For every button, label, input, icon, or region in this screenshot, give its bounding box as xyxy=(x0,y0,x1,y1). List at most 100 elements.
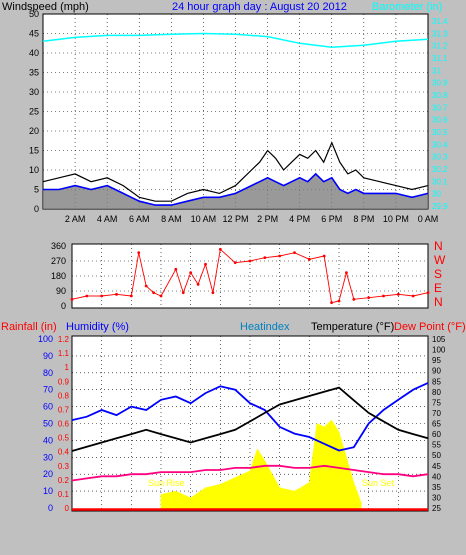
direction-segment xyxy=(398,293,414,297)
direction-yleft-ticks: 0 90 180 270 360 xyxy=(51,241,66,311)
wind-yright-ticks: 29.9 30 30.1 30.2 30.3 30.4 30.5 30.6 30.7 30.8 30… xyxy=(432,17,448,211)
direction-grid xyxy=(72,244,428,308)
temperature-line xyxy=(71,386,429,452)
direction-segment xyxy=(323,255,333,303)
direction-segment xyxy=(145,285,154,294)
direction-ytick-label: 270 xyxy=(51,256,66,266)
rainfall-tick-label: 0.7 xyxy=(58,405,70,414)
rainfall-tick-label: 1 xyxy=(65,363,70,372)
humidity-tick-label: 10 xyxy=(43,486,53,496)
humidity-tick-label: 30 xyxy=(43,452,53,462)
rainfall-tick-label: 0 xyxy=(65,504,70,513)
temperature-tick-label: 50 xyxy=(432,451,441,460)
wind-ytick-label: 20 xyxy=(29,126,39,136)
barometer-tick-label: 31.3 xyxy=(432,29,448,38)
direction-segment xyxy=(368,295,384,299)
humidity-tick-label: 100 xyxy=(38,334,53,344)
wind-ytick-label: 35 xyxy=(29,68,39,78)
humidity-tick-label: 60 xyxy=(43,402,53,412)
rainfall-tick-label: 0.5 xyxy=(58,434,70,443)
humidity-tick-label: 70 xyxy=(43,385,53,395)
direction-segment xyxy=(212,249,221,293)
direction-segment xyxy=(130,252,140,297)
rainfall-tick-label: 0.3 xyxy=(58,462,70,471)
direction-segment xyxy=(190,272,199,285)
wind-x-ticks: 2 AM 4 AM 6 AM 8 AM 10 AM 12 PM 2 PM 4 PM 6 PM 8 … xyxy=(65,214,438,224)
barometer-tick-label: 31.2 xyxy=(432,42,448,51)
compass-label: W xyxy=(434,253,446,267)
heatindex-label: Heatindex xyxy=(240,321,290,333)
direction-segment xyxy=(294,252,310,260)
barometer-tick-label: 30.6 xyxy=(432,116,448,125)
humidity-label: Humidity (%) xyxy=(66,321,129,333)
barometer-tick-label: 30.7 xyxy=(432,103,448,112)
wind-marks xyxy=(42,32,429,209)
temperature-tick-label: 85 xyxy=(432,377,441,386)
x-tick-label: 8 AM xyxy=(161,214,182,224)
x-tick-label: 2 PM xyxy=(257,214,278,224)
wind-grid xyxy=(43,14,428,209)
x-tick-label: 6 PM xyxy=(321,214,342,224)
direction-marks xyxy=(70,247,430,305)
rainfall-tick-label: 0.2 xyxy=(58,476,70,485)
direction-segment xyxy=(353,297,369,300)
direction-segment xyxy=(182,272,192,293)
rainfall-tick-label: 0.6 xyxy=(58,420,70,429)
wind-ytick-label: 15 xyxy=(29,146,39,156)
humidity-tick-label: 80 xyxy=(43,368,53,378)
compass-label: N xyxy=(434,295,443,309)
direction-ytick-label: 0 xyxy=(61,301,66,311)
wind-yleft-ticks: 0 5 10 15 20 25 30 35 40 45 50 xyxy=(29,9,39,214)
x-tick-label: 6 AM xyxy=(129,214,150,224)
temperature-tick-label: 65 xyxy=(432,420,441,429)
temperature-label: Temperature (°F) xyxy=(311,321,394,333)
wind-gust-line xyxy=(42,141,429,202)
humidity-tick-label: 40 xyxy=(43,435,53,445)
barometer-tick-label: 31.4 xyxy=(432,17,448,26)
rainfall-label: Rainfall (in) xyxy=(1,321,57,333)
x-tick-label: 12 PM xyxy=(222,214,248,224)
rainfall-tick-label: 1.2 xyxy=(58,335,70,344)
x-tick-label: 10 PM xyxy=(383,214,409,224)
dewpoint-line xyxy=(71,464,429,482)
barometer-tick-label: 29.9 xyxy=(432,202,448,211)
wind-ylabel-right: Barometer (in) xyxy=(372,1,442,13)
temperature-tick-label: 80 xyxy=(432,388,441,397)
temperature-tick-label: 95 xyxy=(432,356,441,365)
dewpoint-label: Dew Point (°F) xyxy=(394,321,466,333)
compass-label: N xyxy=(434,239,443,253)
temperature-tick-label: 100 xyxy=(432,346,446,355)
wind-ytick-label: 5 xyxy=(34,185,39,195)
barometer-tick-label: 30 xyxy=(432,190,441,199)
compass-label: S xyxy=(434,267,442,281)
wind-ytick-label: 25 xyxy=(29,107,39,117)
compass-label: E xyxy=(434,281,442,295)
wind-avg-fill xyxy=(43,173,428,209)
temperature-tick-label: 105 xyxy=(432,335,446,344)
barometer-tick-label: 30.9 xyxy=(432,79,448,88)
direction-segment xyxy=(153,292,162,297)
humidity-tick-label: 20 xyxy=(43,469,53,479)
direction-ytick-label: 360 xyxy=(51,241,66,251)
barometer-tick-label: 31.1 xyxy=(432,54,448,63)
sunset-annotation: Sun Set xyxy=(362,478,395,488)
barometer-tick-label: 30.4 xyxy=(432,140,448,149)
temperature-tick-label: 35 xyxy=(432,483,441,492)
direction-ytick-label: 90 xyxy=(56,286,66,296)
x-tick-label: 2 AM xyxy=(65,214,86,224)
x-tick-label: 0 AM xyxy=(418,214,439,224)
direction-segment xyxy=(71,295,87,300)
direction-segment xyxy=(138,252,147,287)
direction-segment xyxy=(264,255,280,259)
wind-ytick-label: 50 xyxy=(29,9,39,19)
rainfall-tick-label: 0.1 xyxy=(58,490,70,499)
temperature-tick-label: 75 xyxy=(432,398,441,407)
direction-segment xyxy=(235,260,251,264)
x-tick-label: 4 PM xyxy=(289,214,310,224)
wind-avg-line xyxy=(43,172,429,206)
x-tick-label: 10 AM xyxy=(191,214,217,224)
rainfall-tick-label: 0.4 xyxy=(58,448,70,457)
wind-ytick-label: 10 xyxy=(29,165,39,175)
rainfall-tick-label: 1.1 xyxy=(58,349,70,358)
